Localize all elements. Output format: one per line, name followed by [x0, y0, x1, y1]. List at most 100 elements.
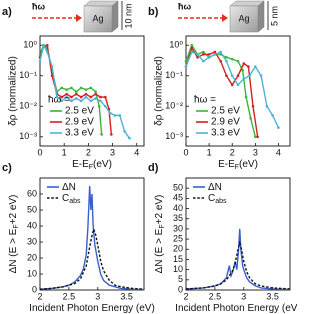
point	[202, 59, 205, 63]
x-axis-label-part: F	[89, 164, 93, 171]
point	[79, 86, 83, 90]
point	[79, 99, 83, 103]
point	[213, 50, 217, 54]
point	[118, 114, 122, 117]
x-tick-label: 2	[86, 147, 91, 157]
point	[74, 97, 78, 100]
point	[236, 59, 240, 63]
point	[74, 92, 78, 96]
point	[70, 99, 73, 103]
point	[213, 53, 217, 56]
point	[184, 65, 188, 68]
point	[97, 104, 101, 108]
y-tick-label: 10⁰	[23, 40, 37, 50]
y-axis-label-part: F	[13, 224, 20, 228]
point	[113, 114, 117, 117]
point	[242, 62, 246, 65]
y-tick-label: 0	[178, 284, 183, 294]
y-tick-label: 30	[27, 236, 37, 246]
point	[38, 59, 42, 63]
plot-frame	[39, 35, 145, 147]
legend-label: 2.5 eV	[211, 106, 240, 117]
y-tick-label: 10	[27, 268, 37, 278]
x-axis-label-part: (eV)	[93, 159, 112, 170]
point	[123, 130, 126, 133]
panel-label: c)	[2, 162, 12, 174]
point	[190, 43, 194, 47]
x-tick-label: 1	[62, 147, 67, 157]
point	[89, 86, 93, 90]
x-tick-label: 4	[276, 147, 281, 157]
point	[184, 59, 188, 63]
point	[230, 83, 234, 87]
legend-label: 2.9 eV	[211, 117, 240, 128]
y-tick-label: 35	[173, 213, 183, 223]
point	[84, 92, 88, 96]
point	[128, 136, 131, 140]
panel-label: a)	[2, 6, 12, 18]
y-axis-label-part: +2 eV)	[8, 195, 19, 225]
point	[219, 50, 222, 54]
point	[65, 95, 68, 99]
y-tick-label: 10⁻³	[165, 131, 183, 141]
point	[236, 74, 240, 78]
y-tick-label: 50	[173, 183, 183, 193]
arrow-head	[222, 14, 228, 22]
point	[251, 104, 255, 108]
point	[45, 43, 49, 47]
y-tick-label: 60	[27, 188, 37, 198]
x-axis-label-part: Incident Photon Energy (eV)	[175, 303, 297, 314]
point	[74, 90, 78, 93]
y-tick-label: 45	[173, 193, 183, 203]
point	[254, 135, 257, 139]
thickness-label: 10 nm	[123, 3, 133, 28]
legend-label: ΔN	[208, 182, 222, 193]
point	[108, 111, 112, 115]
point	[89, 95, 93, 99]
panel-label: b)	[148, 6, 159, 18]
legend-label-part: ΔN	[208, 182, 222, 193]
y-tick-label: 0	[32, 284, 37, 294]
x-tick-label: 2.5	[63, 291, 76, 301]
legend-label-part: abs	[215, 198, 227, 205]
legend-label: Cabs	[208, 193, 227, 206]
series-line	[185, 228, 291, 291]
point	[84, 95, 88, 99]
point	[94, 97, 97, 100]
legend-label-part: C	[208, 193, 215, 204]
x-tick-label: 4	[134, 147, 139, 157]
x-tick-label: 0	[37, 147, 42, 157]
point	[225, 59, 228, 63]
point	[94, 92, 97, 96]
x-axis-label: Incident Photon Energy (eV)	[175, 303, 297, 314]
photon-label: ħω	[178, 1, 191, 11]
point	[94, 90, 97, 93]
x-axis-label-part: E-E	[218, 159, 235, 170]
x-tick-label: 3	[253, 147, 258, 157]
point	[256, 135, 259, 139]
cube-front	[83, 5, 113, 33]
y-axis-label-part: +2 eV)	[154, 195, 165, 225]
point	[242, 77, 246, 80]
legend-label: Cabs	[62, 193, 81, 206]
x-axis-label-part: (eV)	[239, 159, 258, 170]
point	[60, 99, 64, 103]
material-label: Ag	[92, 13, 103, 23]
x-tick-label: 2	[230, 147, 235, 157]
legend-label-part: abs	[69, 198, 81, 205]
point	[100, 133, 103, 136]
point	[202, 53, 205, 56]
legend-title: ħω =	[194, 95, 216, 106]
point	[70, 86, 73, 90]
x-axis-label: E-EF(eV)	[72, 159, 112, 172]
material-label: Ag	[238, 13, 249, 23]
point	[99, 99, 102, 103]
point	[99, 95, 102, 99]
y-axis-label: ΔN (E > EF+2 eV)	[154, 195, 167, 274]
point	[196, 53, 199, 56]
y-tick-label: 10⁰	[169, 40, 183, 50]
y-tick-label: 40	[27, 220, 37, 230]
y-axis-label-part: ΔN (E > E	[8, 228, 19, 273]
legend-label: ΔN	[62, 182, 76, 193]
